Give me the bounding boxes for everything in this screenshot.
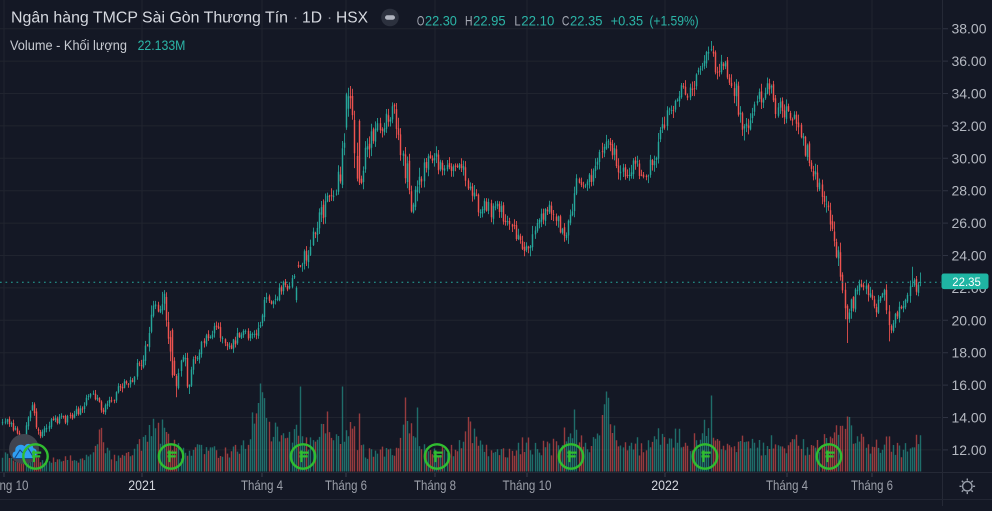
svg-text:14.00: 14.00 <box>952 410 987 426</box>
svg-text:(+1.59%): (+1.59%) <box>649 12 698 28</box>
svg-text:C: C <box>562 12 570 28</box>
svg-text:22.95: 22.95 <box>473 12 506 28</box>
svg-text:Tháng 4: Tháng 4 <box>766 478 808 493</box>
svg-text:Tháng 6: Tháng 6 <box>325 478 367 493</box>
svg-text:1D: 1D <box>302 10 322 27</box>
svg-text:Tháng 4: Tháng 4 <box>241 478 283 493</box>
svg-text:O: O <box>417 12 425 28</box>
svg-text:16.00: 16.00 <box>952 377 987 393</box>
svg-text:Tháng 10: Tháng 10 <box>503 478 552 493</box>
svg-text:Volume - Khối lượng: Volume - Khối lượng <box>10 37 127 53</box>
svg-text:22.35: 22.35 <box>570 12 603 28</box>
svg-text:Tháng 8: Tháng 8 <box>414 478 456 493</box>
svg-text:2022: 2022 <box>651 477 679 493</box>
svg-text:30.00: 30.00 <box>952 150 987 166</box>
svg-text:+0.35: +0.35 <box>611 12 644 28</box>
svg-text:36.00: 36.00 <box>952 53 987 69</box>
svg-text:34.00: 34.00 <box>952 86 987 102</box>
svg-text:12.00: 12.00 <box>952 442 987 458</box>
svg-text:22.30: 22.30 <box>425 12 457 28</box>
svg-text:22.35: 22.35 <box>952 275 981 289</box>
svg-text:22.133M: 22.133M <box>138 37 186 53</box>
svg-text:18.00: 18.00 <box>952 345 987 361</box>
svg-text:Ngân hàng TMCP Sài Gòn Thương: Ngân hàng TMCP Sài Gòn Thương Tín <box>11 10 288 27</box>
svg-text:L: L <box>514 12 520 28</box>
svg-text:20.00: 20.00 <box>952 312 987 328</box>
svg-text:26.00: 26.00 <box>952 215 987 231</box>
svg-text:24.00: 24.00 <box>952 248 987 264</box>
svg-text:28.00: 28.00 <box>952 183 987 199</box>
svg-text:Tháng 6: Tháng 6 <box>851 478 893 493</box>
svg-text:2021: 2021 <box>128 477 156 493</box>
svg-text:·: · <box>327 10 332 27</box>
svg-text:38.00: 38.00 <box>952 21 987 37</box>
svg-text:32.00: 32.00 <box>952 118 987 134</box>
svg-text:·: · <box>293 10 298 27</box>
svg-text:HSX: HSX <box>336 10 369 27</box>
svg-text:22.10: 22.10 <box>521 12 554 28</box>
svg-text:Tháng 10: Tháng 10 <box>0 478 29 493</box>
svg-text:H: H <box>465 12 473 28</box>
